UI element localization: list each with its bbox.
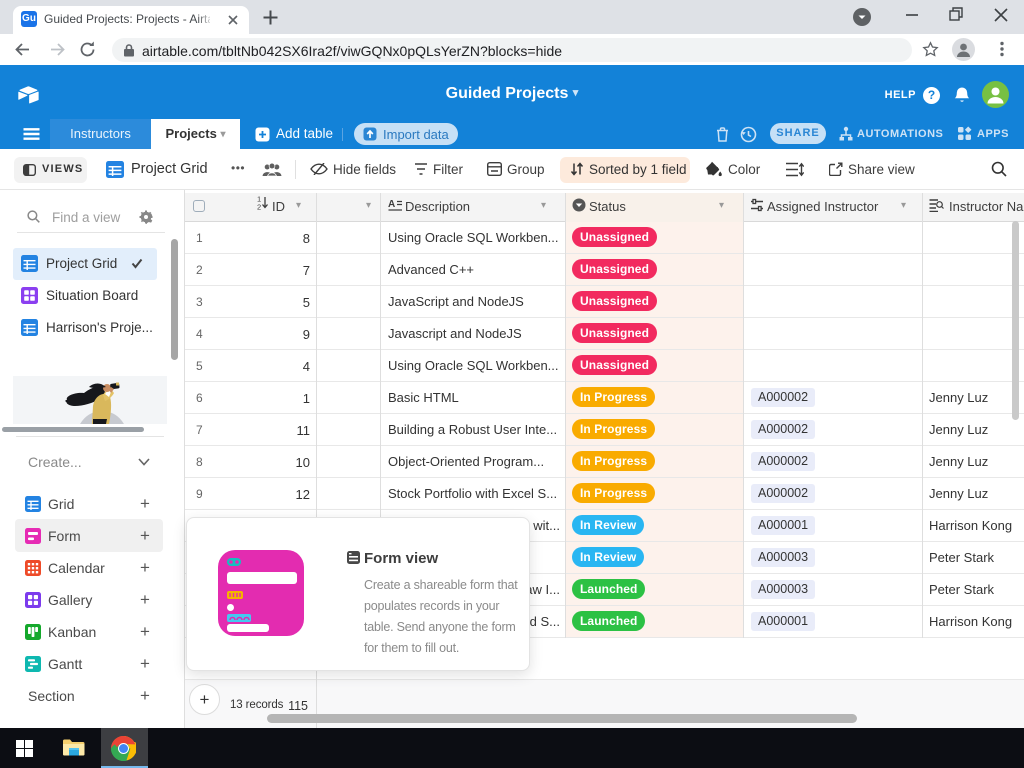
svg-text:1: 1	[257, 195, 261, 204]
svg-text:A: A	[388, 199, 395, 210]
svg-text:2: 2	[257, 203, 261, 211]
